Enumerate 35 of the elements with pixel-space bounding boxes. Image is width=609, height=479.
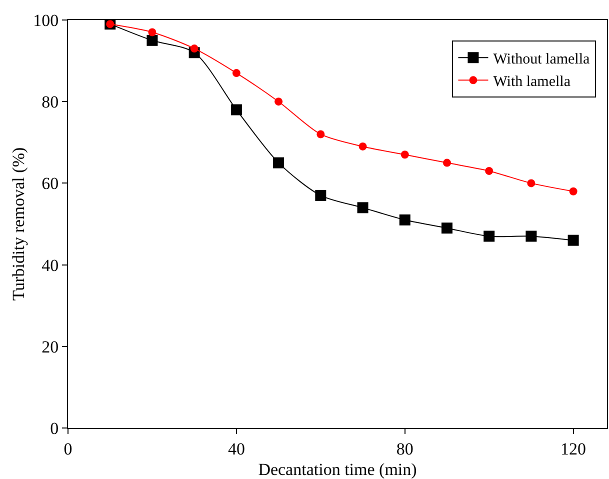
legend-label: With lamella: [493, 74, 571, 90]
point: [357, 202, 368, 214]
point: [146, 34, 158, 46]
point: [400, 150, 409, 159]
y-tick-label: 60: [42, 174, 59, 194]
point: [569, 187, 578, 196]
point: [148, 28, 156, 36]
y-tick-label: 40: [42, 256, 59, 275]
x-tick-label: 40: [228, 439, 245, 458]
point: [273, 157, 284, 168]
point: [316, 130, 325, 138]
point: [274, 98, 283, 106]
point: [358, 142, 367, 150]
point: [568, 234, 579, 246]
point: [230, 104, 242, 116]
point: [315, 190, 326, 201]
point: [442, 158, 451, 167]
point: [484, 230, 495, 242]
x-tick-label: 0: [64, 439, 72, 458]
x-tick-label: 120: [560, 439, 586, 458]
y-axis-title: Turbidity removal (%): [9, 147, 28, 301]
point: [526, 230, 537, 242]
point: [527, 179, 536, 188]
legend-label: Without lamella: [493, 52, 590, 68]
y-tick-label: 20: [42, 337, 59, 356]
point: [485, 166, 494, 175]
y-tick-label: 100: [33, 10, 59, 30]
y-tick-label: 80: [42, 92, 59, 112]
point: [190, 44, 198, 53]
point: [399, 214, 410, 226]
point: [441, 222, 452, 234]
x-axis-title: Decantation time (min): [258, 460, 417, 479]
y-tick-label: 0: [50, 418, 59, 438]
x-tick-label: 80: [396, 439, 414, 458]
point: [232, 69, 240, 78]
